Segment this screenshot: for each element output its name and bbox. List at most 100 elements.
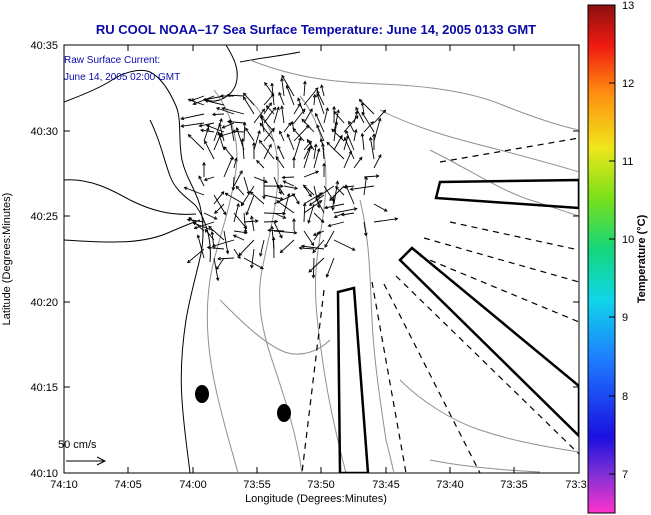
current-vector-head xyxy=(326,141,331,146)
current-vector-head xyxy=(250,215,254,220)
current-vector-head xyxy=(319,192,324,196)
current-vector-head xyxy=(282,215,287,219)
current-vector xyxy=(333,181,339,205)
current-vector-head xyxy=(242,121,247,126)
current-vector xyxy=(303,170,319,178)
current-vector xyxy=(333,135,343,151)
current-vector-head xyxy=(217,131,221,136)
current-vector-head xyxy=(180,116,185,121)
current-vector xyxy=(217,257,235,260)
current-vector-head xyxy=(219,94,224,98)
current-vector-head xyxy=(353,207,358,211)
current-vector xyxy=(303,192,323,205)
current-vector xyxy=(373,118,381,142)
current-vector xyxy=(350,185,375,190)
current-vector-head xyxy=(331,206,335,211)
current-vector-head xyxy=(243,96,247,101)
current-vector xyxy=(184,187,205,196)
current-vector-head xyxy=(301,108,306,113)
current-vector xyxy=(316,90,325,106)
current-vector xyxy=(322,143,325,160)
current-vector-head xyxy=(211,112,216,117)
current-vector xyxy=(205,100,225,106)
current-vector-head xyxy=(305,124,310,129)
current-vector-head xyxy=(205,124,210,128)
current-vector xyxy=(233,248,241,259)
current-vector-head xyxy=(318,200,323,204)
colorbar xyxy=(587,4,616,514)
current-vector-head xyxy=(278,91,282,96)
current-vector-head xyxy=(196,234,201,239)
current-vector-head xyxy=(222,211,227,216)
current-vector xyxy=(193,222,215,232)
current-vector xyxy=(283,193,290,214)
current-vector-head xyxy=(332,105,336,110)
current-vector-head xyxy=(272,106,277,111)
current-vector xyxy=(245,194,255,215)
current-vector xyxy=(235,185,245,196)
current-vector-head xyxy=(240,137,245,142)
current-vector-head xyxy=(243,225,248,230)
current-vector xyxy=(348,121,355,133)
current-vector xyxy=(243,220,258,223)
current-vector-head xyxy=(354,115,359,119)
current-vector-head xyxy=(278,190,282,195)
current-vector-head xyxy=(298,246,303,250)
current-vector xyxy=(359,99,375,115)
current-vector-head xyxy=(250,264,254,269)
current-vector-head xyxy=(294,186,299,190)
current-vector xyxy=(333,239,355,251)
current-vector xyxy=(243,96,255,115)
current-vector-head xyxy=(264,179,268,184)
current-vector xyxy=(227,94,245,97)
current-vector-head xyxy=(203,177,208,182)
current-vector xyxy=(181,122,205,127)
current-vector xyxy=(303,147,311,160)
current-vector xyxy=(320,85,325,97)
current-vector xyxy=(282,176,295,179)
current-vector-head xyxy=(223,146,227,151)
current-vector xyxy=(313,212,325,223)
current-vector xyxy=(259,123,275,142)
x-tick-label: 73:45 xyxy=(372,479,400,491)
current-vector-head xyxy=(235,126,240,131)
current-vector xyxy=(281,78,285,97)
current-vector xyxy=(363,221,367,236)
current-vector xyxy=(313,144,317,160)
current-vector-head xyxy=(256,159,260,164)
current-vector-head xyxy=(312,93,317,98)
current-vector xyxy=(273,221,283,239)
current-vector-head xyxy=(231,129,236,134)
y-tick-label: 40:35 xyxy=(30,40,58,52)
current-vector-head xyxy=(259,252,263,257)
current-vector-head xyxy=(279,130,283,135)
current-vector xyxy=(211,231,215,250)
current-vector-head xyxy=(235,185,240,190)
current-vector-head xyxy=(204,140,208,145)
current-vector xyxy=(301,245,325,250)
current-vector-head xyxy=(244,230,248,235)
current-vector-head xyxy=(271,236,276,241)
station-marker-south xyxy=(277,404,291,422)
current-vector xyxy=(253,130,261,151)
current-vector-head xyxy=(312,249,317,254)
current-vector xyxy=(361,133,365,151)
current-vector xyxy=(204,176,215,181)
current-vector xyxy=(313,231,321,241)
current-vector xyxy=(203,212,217,220)
current-vector-head xyxy=(252,141,256,146)
colorbar-tick-label: 7 xyxy=(622,469,628,481)
current-vector-head xyxy=(218,122,222,127)
current-vector xyxy=(250,191,265,205)
plot-area xyxy=(63,44,580,474)
colorbar-ticks: 13 12 11 10 9 8 7 xyxy=(609,0,634,481)
current-vector xyxy=(191,95,205,102)
current-vector xyxy=(353,157,363,169)
current-vector-head xyxy=(239,170,243,174)
colorbar-tick-label: 12 xyxy=(622,78,634,90)
current-vector-head xyxy=(351,247,356,251)
current-vector-head xyxy=(183,186,188,191)
current-vector-head xyxy=(282,211,287,216)
current-vector xyxy=(303,145,312,169)
current-vector-head xyxy=(192,101,197,106)
